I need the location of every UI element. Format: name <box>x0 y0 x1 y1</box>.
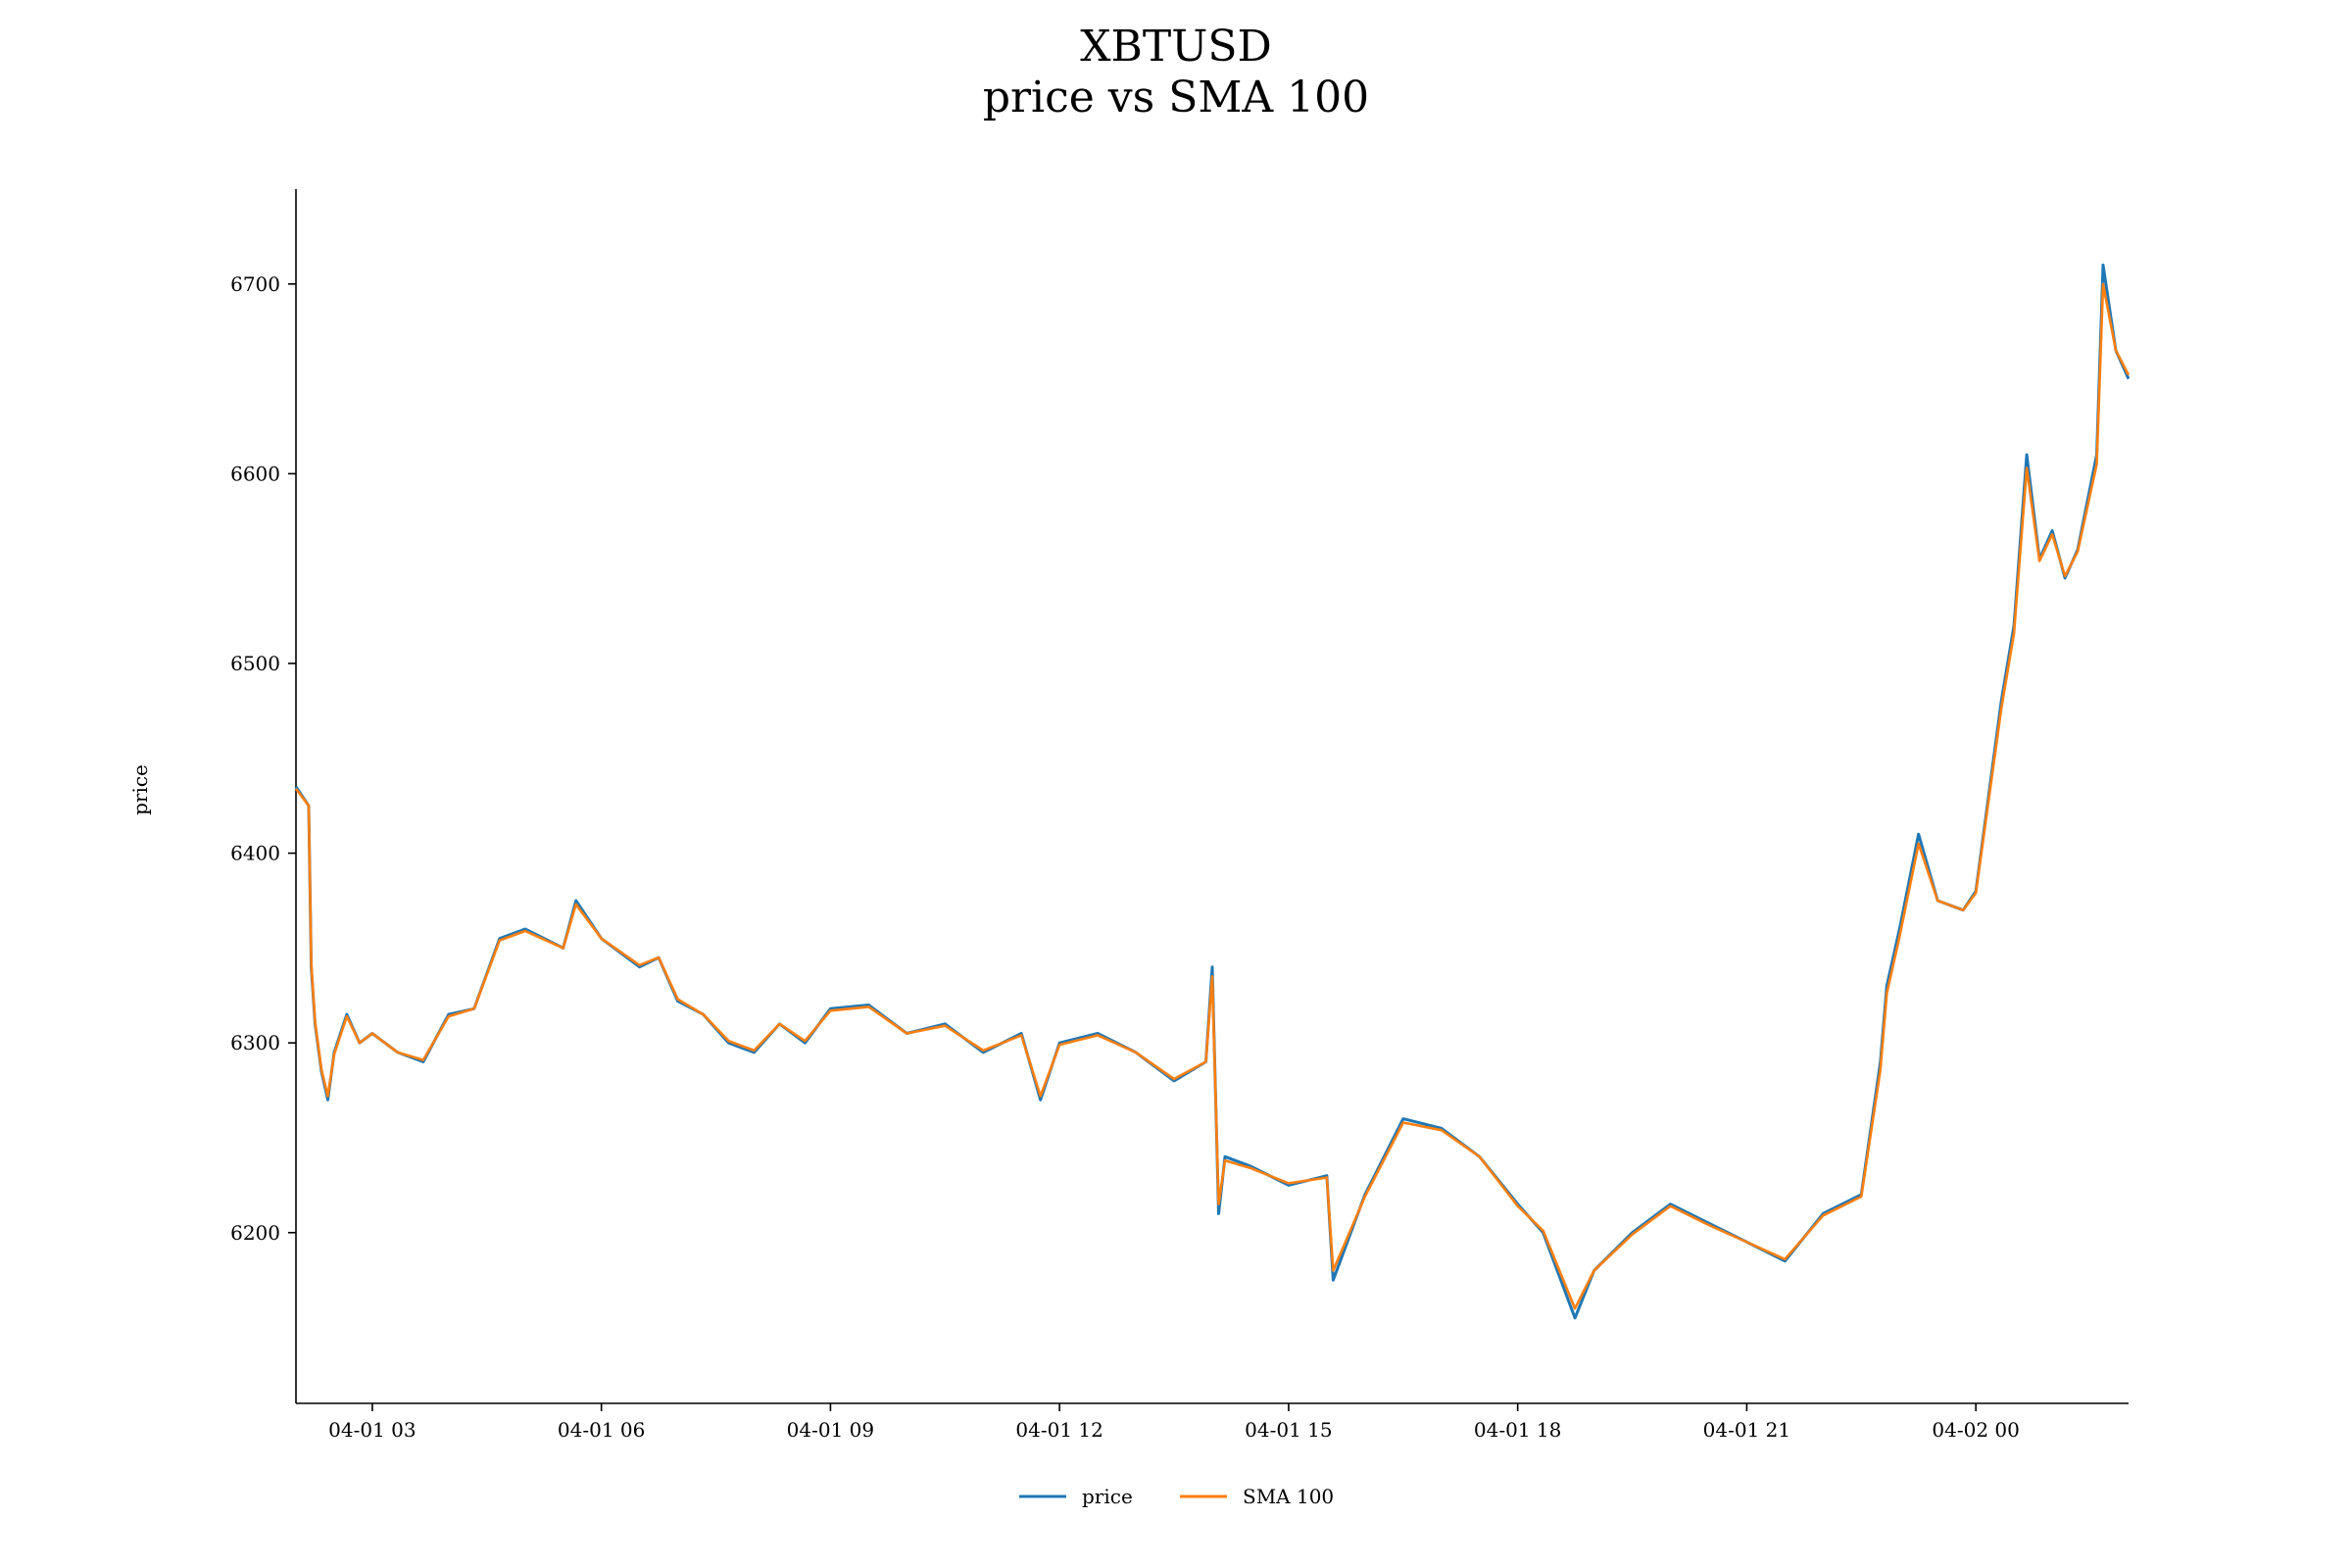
y-tick-label: 6700 <box>230 272 280 296</box>
series-group <box>294 263 2131 1320</box>
legend-price-label: price <box>1082 1485 1133 1508</box>
y-ticks: 6200 6300 6400 6500 6600 6700 <box>230 272 296 1245</box>
chart-title-main: XBTUSD <box>1080 22 1272 72</box>
legend: price SMA 100 <box>1019 1485 1334 1508</box>
y-axis-label: price <box>128 764 152 815</box>
series-line-sma-100 <box>294 282 2131 1310</box>
chart-title: XBTUSD price vs SMA 100 <box>0 22 2352 123</box>
x-tick-label: 04-01 15 <box>1245 1418 1332 1442</box>
y-tick-label: 6400 <box>230 842 280 865</box>
x-tick-label: 04-01 12 <box>1015 1418 1102 1442</box>
x-tick-label: 04-02 00 <box>1932 1418 2019 1442</box>
x-tick-label: 04-01 09 <box>787 1418 874 1442</box>
legend-sma-label: SMA 100 <box>1243 1485 1334 1508</box>
y-tick-label: 6200 <box>230 1221 280 1245</box>
series-line-price <box>294 263 2131 1320</box>
y-tick-label: 6600 <box>230 462 280 485</box>
x-ticks: 04-01 03 04-01 06 04-01 09 04-01 12 04-01 15… <box>328 1403 2020 1442</box>
x-tick-label: 04-01 06 <box>558 1418 645 1442</box>
x-tick-label: 04-01 18 <box>1474 1418 1561 1442</box>
y-tick-label: 6300 <box>230 1031 280 1054</box>
chart-subtitle: price vs SMA 100 <box>982 73 1370 122</box>
axes <box>295 189 2129 1404</box>
x-tick-label: 04-01 03 <box>328 1418 416 1442</box>
x-tick-label: 04-01 21 <box>1703 1418 1790 1442</box>
y-tick-label: 6500 <box>230 652 280 675</box>
